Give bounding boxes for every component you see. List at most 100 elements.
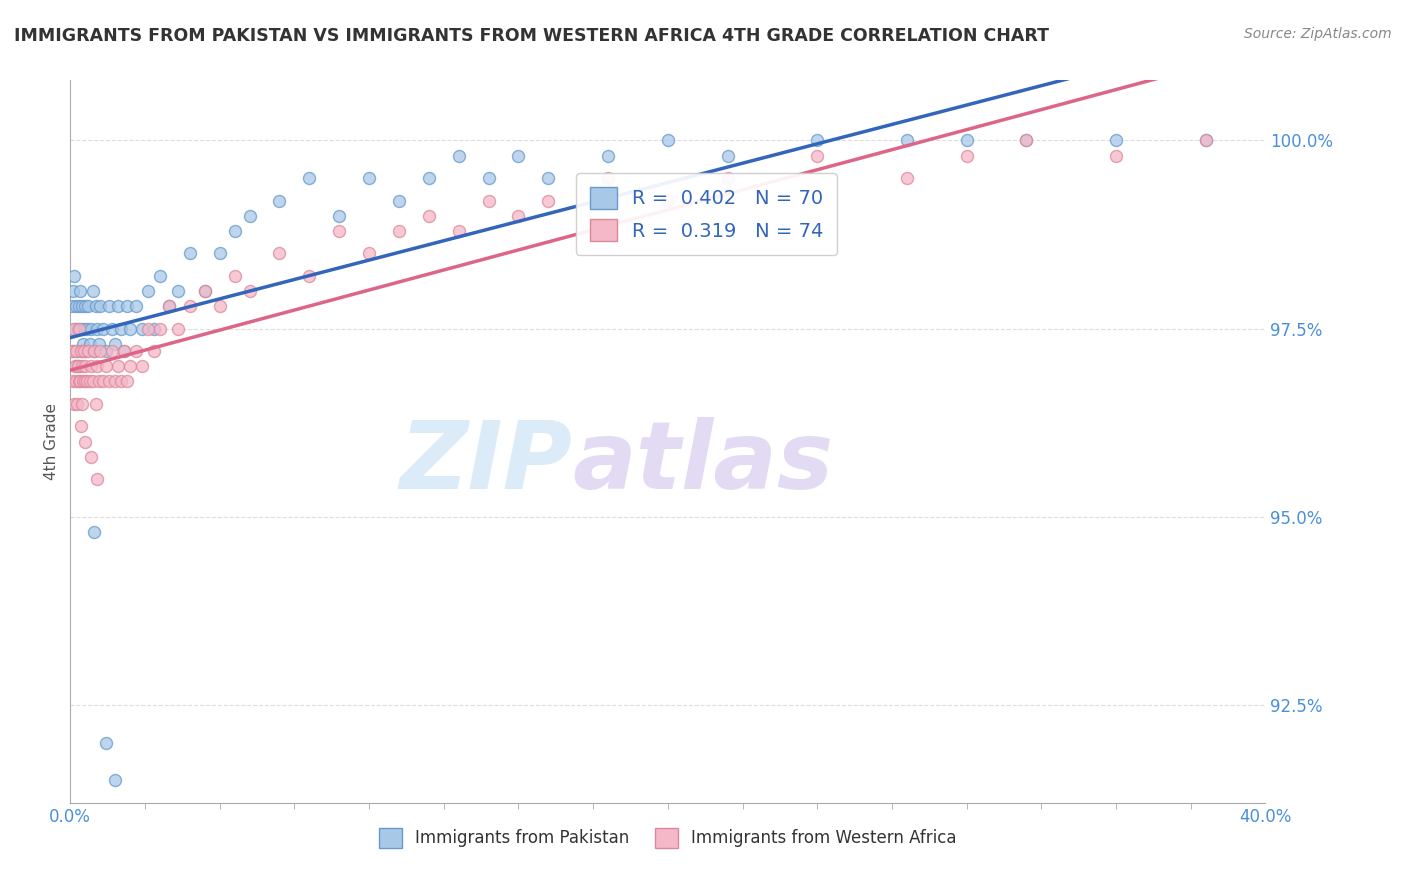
Point — [63, 268, 86, 283]
Text: ZIP: ZIP — [399, 417, 572, 509]
Point — [388, 224, 411, 238]
Point — [65, 344, 87, 359]
Point — [298, 268, 321, 283]
Point — [194, 284, 217, 298]
Point — [69, 374, 91, 388]
Legend: Immigrants from Pakistan, Immigrants from Western Africa: Immigrants from Pakistan, Immigrants fro… — [370, 820, 966, 856]
Point — [179, 299, 201, 313]
Point — [62, 321, 84, 335]
Point — [67, 299, 90, 313]
Point — [70, 359, 93, 374]
Point — [83, 524, 105, 539]
Point — [87, 374, 110, 388]
Point — [67, 321, 90, 335]
Point — [717, 171, 740, 186]
Point — [79, 374, 101, 388]
Point — [239, 284, 262, 298]
Point — [143, 344, 166, 359]
Point — [82, 284, 104, 298]
Point — [136, 321, 159, 335]
Point — [208, 299, 231, 313]
Point — [388, 194, 411, 208]
Point — [66, 359, 89, 374]
Point — [167, 284, 190, 298]
Point — [65, 374, 87, 388]
Point — [598, 148, 620, 162]
Point — [125, 299, 148, 313]
Point — [77, 299, 100, 313]
Point — [86, 359, 108, 374]
Point — [75, 434, 97, 449]
Point — [63, 359, 86, 374]
Point — [104, 374, 127, 388]
Point — [65, 359, 87, 374]
Point — [107, 359, 129, 374]
Point — [80, 450, 103, 464]
Point — [110, 374, 132, 388]
Point — [84, 299, 107, 313]
Point — [104, 336, 127, 351]
Point — [1195, 133, 1218, 147]
Point — [131, 321, 153, 335]
Point — [149, 268, 172, 283]
Point — [224, 268, 246, 283]
Point — [359, 171, 381, 186]
Point — [131, 359, 153, 374]
Point — [149, 321, 172, 335]
Point — [79, 336, 101, 351]
Point — [62, 284, 84, 298]
Point — [69, 344, 91, 359]
Point — [69, 284, 91, 298]
Point — [82, 374, 104, 388]
Point — [1105, 148, 1128, 162]
Point — [73, 299, 96, 313]
Point — [70, 299, 93, 313]
Point — [73, 344, 96, 359]
Point — [60, 344, 83, 359]
Point — [98, 299, 121, 313]
Point — [86, 321, 108, 335]
Point — [269, 246, 291, 260]
Point — [70, 344, 93, 359]
Point — [63, 321, 86, 335]
Point — [110, 321, 132, 335]
Point — [76, 321, 98, 335]
Point — [104, 773, 127, 788]
Point — [69, 321, 91, 335]
Point — [125, 344, 148, 359]
Point — [96, 736, 117, 750]
Point — [98, 374, 121, 388]
Point — [83, 344, 105, 359]
Y-axis label: 4th Grade: 4th Grade — [44, 403, 59, 480]
Point — [239, 209, 262, 223]
Point — [298, 171, 321, 186]
Point — [269, 194, 291, 208]
Point — [86, 472, 108, 486]
Point — [96, 359, 117, 374]
Point — [1105, 133, 1128, 147]
Point — [1015, 133, 1038, 147]
Point — [194, 284, 217, 298]
Point — [107, 299, 129, 313]
Point — [418, 171, 440, 186]
Point — [115, 299, 138, 313]
Point — [73, 321, 96, 335]
Point — [157, 299, 180, 313]
Point — [62, 374, 84, 388]
Text: atlas: atlas — [572, 417, 834, 509]
Point — [657, 194, 679, 208]
Point — [63, 397, 86, 411]
Point — [60, 299, 83, 313]
Point — [80, 321, 103, 335]
Point — [806, 148, 828, 162]
Text: Source: ZipAtlas.com: Source: ZipAtlas.com — [1244, 27, 1392, 41]
Point — [66, 321, 89, 335]
Point — [75, 359, 97, 374]
Point — [120, 359, 141, 374]
Point — [896, 133, 918, 147]
Point — [112, 344, 135, 359]
Point — [717, 148, 740, 162]
Point — [167, 321, 190, 335]
Point — [80, 359, 103, 374]
Point — [87, 336, 110, 351]
